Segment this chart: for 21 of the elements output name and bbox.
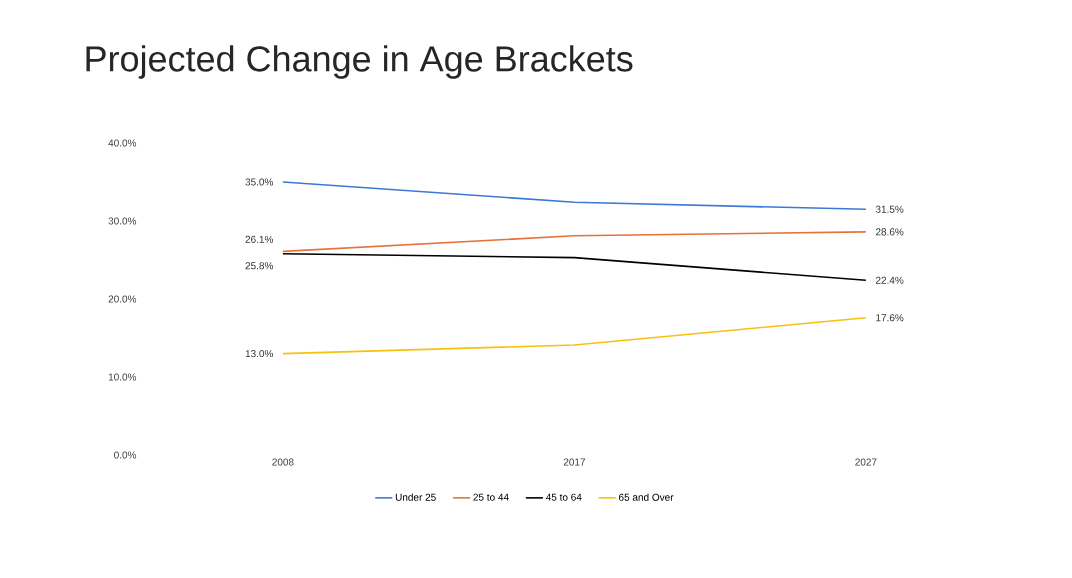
legend-label: Under 25	[395, 493, 436, 501]
legend-label: 65 and Over	[619, 493, 674, 501]
y-tick-label: 0.0%	[114, 451, 137, 459]
data-label: 13.0%	[245, 350, 274, 358]
data-label: 25.8%	[245, 262, 274, 270]
data-label: 35.0%	[245, 178, 274, 186]
data-label: 31.5%	[875, 205, 904, 213]
data-label: 26.1%	[245, 235, 274, 243]
x-tick-label: 2008	[272, 458, 294, 466]
x-tick-label: 2027	[855, 458, 877, 466]
y-tick-label: 10.0%	[108, 373, 137, 381]
data-label: 28.6%	[875, 228, 904, 236]
y-tick-label: 40.0%	[108, 139, 137, 147]
legend-label: 45 to 64	[545, 493, 582, 501]
chart-title: Projected Change in Age Brackets	[86, 45, 633, 79]
x-tick-label: 2017	[563, 458, 586, 466]
y-tick-label: 20.0%	[108, 295, 137, 303]
data-label: 22.4%	[875, 276, 904, 284]
legend-label: 25 to 44	[473, 493, 509, 501]
data-label: 17.6%	[876, 314, 904, 322]
y-tick-label: 30.0%	[108, 217, 137, 225]
